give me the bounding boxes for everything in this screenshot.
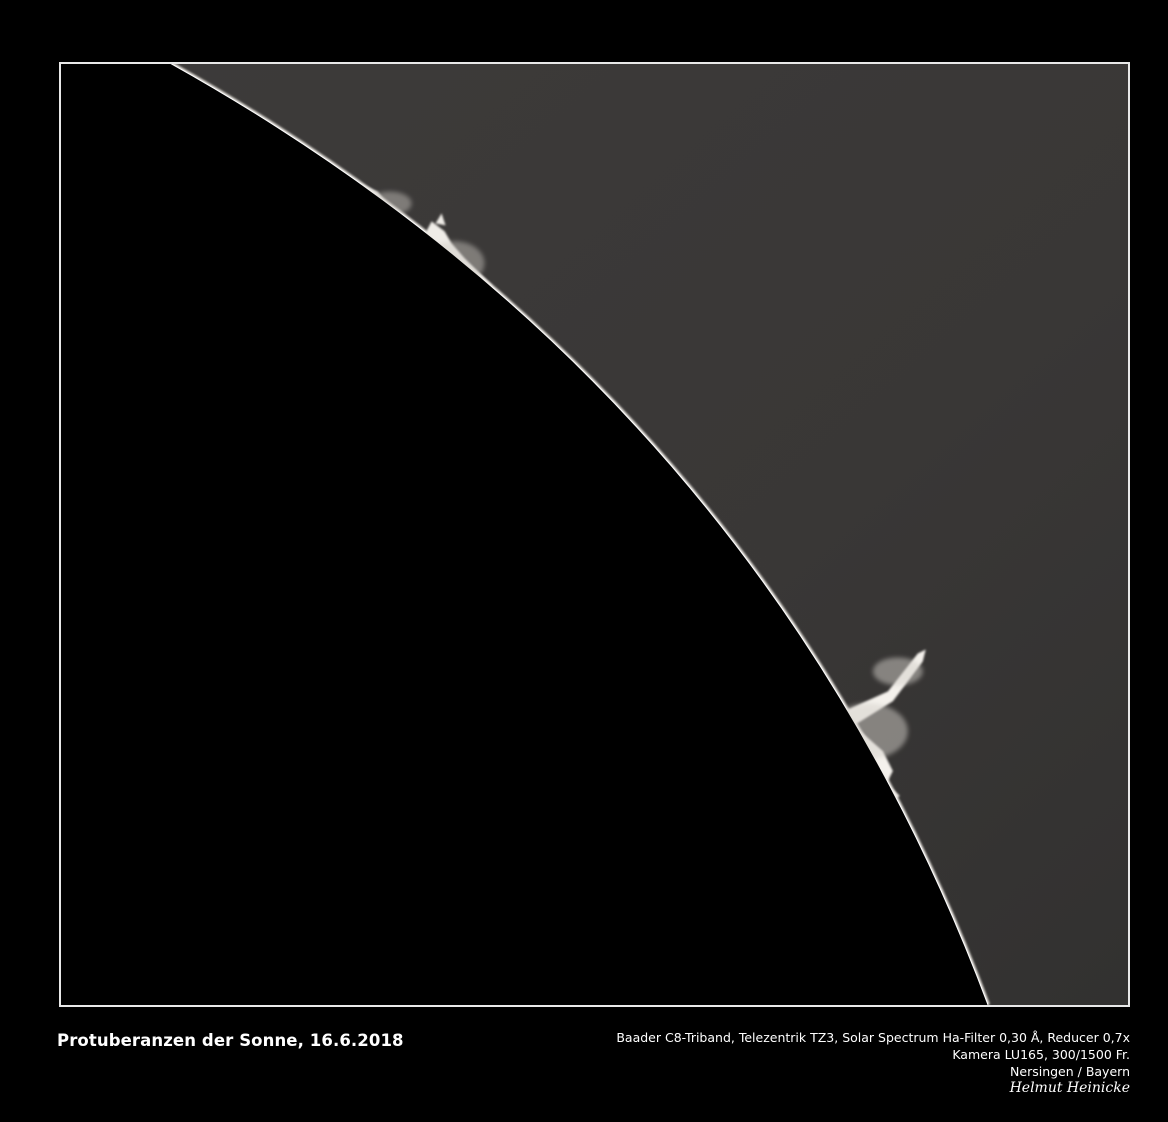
sun-limb-photo <box>61 64 1128 1005</box>
photo-credits: Baader C8-Triband, Telezentrik TZ3, Sola… <box>616 1029 1130 1097</box>
solar-disk <box>61 64 988 1005</box>
camera-line: Kamera LU165, 300/1500 Fr. <box>952 1047 1130 1062</box>
author-signature: Helmut Heinicke <box>1009 1080 1130 1096</box>
equipment-line: Baader C8-Triband, Telezentrik TZ3, Sola… <box>616 1030 1130 1045</box>
photo-title: Protuberanzen der Sonne, 16.6.2018 <box>57 1031 404 1050</box>
location-line: Nersingen / Bayern <box>1010 1064 1130 1079</box>
photo-frame <box>59 62 1130 1007</box>
